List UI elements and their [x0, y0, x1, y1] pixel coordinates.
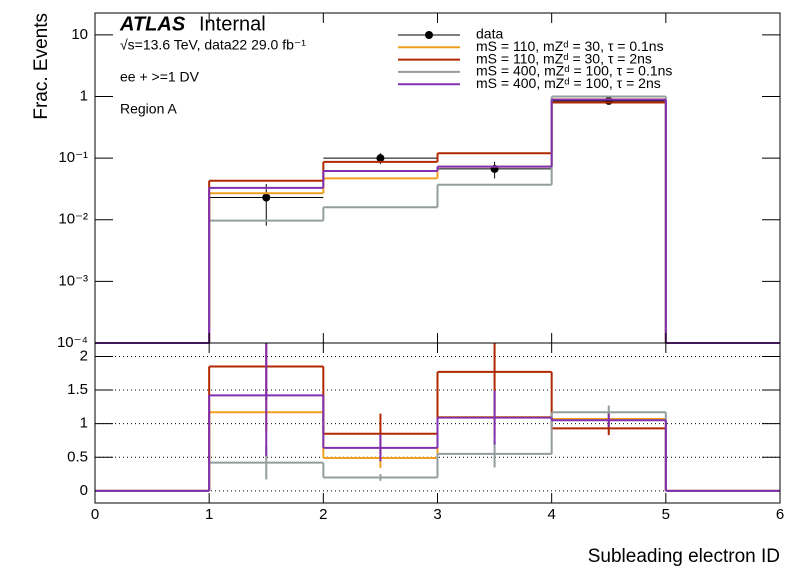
- frame: [94, 342, 781, 504]
- x-axis-label: Subleading electron ID: [588, 546, 780, 567]
- legend-label: mS = 110, mZᵈ = 30, τ = 0.1ns: [476, 38, 664, 54]
- y-tick-label: 10: [71, 26, 88, 43]
- y-tick-label: 10⁻²: [58, 211, 88, 228]
- legend-label: mS = 110, mZᵈ = 30, τ = 2ns: [476, 50, 652, 66]
- annotation: √s=13.6 TeV, data22 29.0 fb⁻¹: [120, 37, 306, 53]
- legend-label: data: [476, 26, 503, 42]
- x-tick-label: 0: [91, 506, 99, 523]
- x-tick-label: 1: [205, 506, 213, 523]
- y-tick-label: 1.5: [67, 381, 88, 398]
- legend-label: mS = 400, mZᵈ = 100, τ = 2ns: [476, 75, 661, 91]
- x-tick-label: 2: [319, 506, 327, 523]
- y-tick-label: 2: [80, 347, 88, 364]
- x-tick-label: 4: [547, 506, 555, 523]
- y-tick-label: 0: [80, 482, 88, 499]
- x-tick-label: 6: [776, 506, 784, 523]
- annotation: Region A: [120, 101, 177, 117]
- data-point: [262, 193, 271, 202]
- chart-subtitle: Internal: [199, 13, 266, 35]
- data-point: [604, 96, 613, 105]
- y-tick-label: 1: [80, 415, 88, 432]
- legend-marker: [425, 31, 433, 39]
- data-point: [376, 154, 385, 163]
- y-axis-label: Frac. Events: [31, 13, 52, 120]
- y-tick-label: 0.5: [67, 448, 88, 465]
- annotation: ee + >=1 DV: [120, 69, 200, 85]
- legend-label: mS = 400, mZᵈ = 100, τ = 0.1ns: [476, 63, 672, 79]
- chart-title: ATLAS: [119, 13, 186, 35]
- x-tick-label: 5: [662, 506, 670, 523]
- y-tick-label: 10⁻³: [58, 272, 88, 289]
- y-tick-label: 1: [80, 88, 88, 105]
- x-tick-label: 3: [433, 506, 441, 523]
- y-tick-label: 10⁻⁴: [57, 334, 88, 351]
- y-tick-label: 10⁻¹: [58, 149, 88, 166]
